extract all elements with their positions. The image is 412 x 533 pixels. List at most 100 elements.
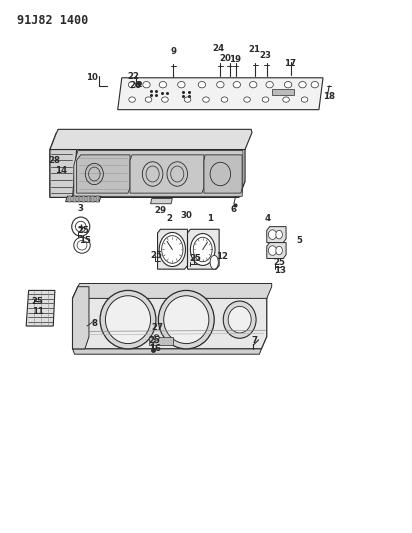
Bar xyxy=(87,196,90,201)
Ellipse shape xyxy=(268,246,276,255)
Text: 12: 12 xyxy=(215,253,227,261)
Ellipse shape xyxy=(299,82,306,88)
Bar xyxy=(77,196,80,201)
Polygon shape xyxy=(73,287,267,349)
Polygon shape xyxy=(157,229,187,269)
Polygon shape xyxy=(26,290,55,326)
Text: 23: 23 xyxy=(260,51,272,60)
Ellipse shape xyxy=(129,97,136,102)
Text: 26: 26 xyxy=(129,81,141,90)
Text: 25: 25 xyxy=(149,336,161,345)
Ellipse shape xyxy=(301,97,308,102)
Ellipse shape xyxy=(228,306,251,333)
Bar xyxy=(96,196,99,201)
Text: 17: 17 xyxy=(284,59,296,68)
Text: 3: 3 xyxy=(78,204,84,213)
Text: 10: 10 xyxy=(86,73,98,82)
Ellipse shape xyxy=(276,246,282,255)
Ellipse shape xyxy=(244,97,250,102)
Polygon shape xyxy=(73,349,262,354)
Polygon shape xyxy=(77,155,130,193)
Polygon shape xyxy=(73,287,89,349)
Text: 25: 25 xyxy=(190,254,201,263)
Ellipse shape xyxy=(268,230,276,239)
Polygon shape xyxy=(130,155,204,193)
Ellipse shape xyxy=(178,82,185,88)
Text: 1: 1 xyxy=(207,214,213,223)
Ellipse shape xyxy=(159,82,166,88)
Text: 28: 28 xyxy=(48,156,60,165)
Ellipse shape xyxy=(223,301,256,338)
Polygon shape xyxy=(50,130,252,150)
Ellipse shape xyxy=(262,97,269,102)
Text: 21: 21 xyxy=(248,45,260,54)
Bar xyxy=(148,337,173,345)
Bar xyxy=(68,196,71,201)
Ellipse shape xyxy=(250,82,257,88)
Ellipse shape xyxy=(158,290,214,349)
Polygon shape xyxy=(187,229,219,269)
Ellipse shape xyxy=(77,240,87,250)
Ellipse shape xyxy=(145,97,152,102)
Text: 9: 9 xyxy=(170,47,176,55)
Ellipse shape xyxy=(203,97,209,102)
Ellipse shape xyxy=(164,296,209,344)
Bar xyxy=(73,196,76,201)
Polygon shape xyxy=(267,227,286,243)
Text: 30: 30 xyxy=(180,211,192,220)
Ellipse shape xyxy=(221,97,228,102)
Polygon shape xyxy=(204,155,242,193)
Ellipse shape xyxy=(143,82,150,88)
Ellipse shape xyxy=(283,97,289,102)
Polygon shape xyxy=(66,196,101,201)
Ellipse shape xyxy=(100,290,156,349)
Ellipse shape xyxy=(129,82,136,88)
Text: 14: 14 xyxy=(55,166,68,175)
Ellipse shape xyxy=(217,82,224,88)
Text: 15: 15 xyxy=(79,237,91,246)
Text: 13: 13 xyxy=(274,266,286,275)
Text: 29: 29 xyxy=(154,206,166,215)
Text: 5: 5 xyxy=(297,237,302,246)
Ellipse shape xyxy=(162,236,183,263)
Polygon shape xyxy=(267,243,286,259)
Ellipse shape xyxy=(210,255,218,269)
Polygon shape xyxy=(73,284,272,298)
Text: 91J82 1400: 91J82 1400 xyxy=(17,14,88,27)
Text: 16: 16 xyxy=(149,344,161,353)
Text: 6: 6 xyxy=(231,205,237,214)
Ellipse shape xyxy=(284,82,292,88)
Ellipse shape xyxy=(311,82,318,88)
Bar xyxy=(91,196,94,201)
Text: 19: 19 xyxy=(229,55,241,63)
Ellipse shape xyxy=(233,82,241,88)
Ellipse shape xyxy=(159,232,185,266)
Ellipse shape xyxy=(75,221,86,232)
Polygon shape xyxy=(74,151,243,196)
Ellipse shape xyxy=(193,237,212,262)
Text: 25: 25 xyxy=(31,296,43,305)
Ellipse shape xyxy=(198,82,206,88)
Ellipse shape xyxy=(105,296,150,344)
Text: 2: 2 xyxy=(166,214,172,223)
Polygon shape xyxy=(50,150,77,197)
Ellipse shape xyxy=(72,217,90,236)
Ellipse shape xyxy=(162,97,168,102)
Text: 25: 25 xyxy=(77,226,89,235)
Text: 11: 11 xyxy=(33,307,44,316)
Text: 18: 18 xyxy=(323,92,335,101)
Text: 8: 8 xyxy=(91,319,97,328)
Ellipse shape xyxy=(266,82,273,88)
Text: 20: 20 xyxy=(220,54,232,62)
Ellipse shape xyxy=(190,233,215,265)
Text: 7: 7 xyxy=(251,336,258,345)
Text: 22: 22 xyxy=(127,71,139,80)
Ellipse shape xyxy=(276,230,282,239)
Bar xyxy=(82,196,85,201)
Text: 24: 24 xyxy=(212,44,225,53)
Text: 4: 4 xyxy=(265,214,271,223)
Text: 25: 25 xyxy=(150,252,162,260)
Ellipse shape xyxy=(184,97,191,102)
Text: 25: 25 xyxy=(273,258,285,266)
Text: 27: 27 xyxy=(152,323,164,332)
